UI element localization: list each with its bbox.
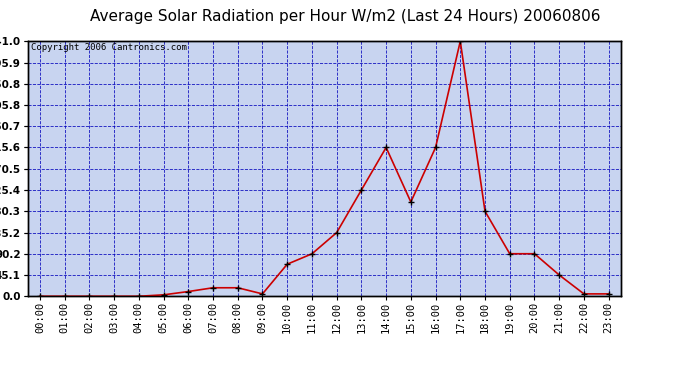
Text: Copyright 2006 Cantronics.com: Copyright 2006 Cantronics.com <box>30 42 186 51</box>
Text: Average Solar Radiation per Hour W/m2 (Last 24 Hours) 20060806: Average Solar Radiation per Hour W/m2 (L… <box>90 9 600 24</box>
